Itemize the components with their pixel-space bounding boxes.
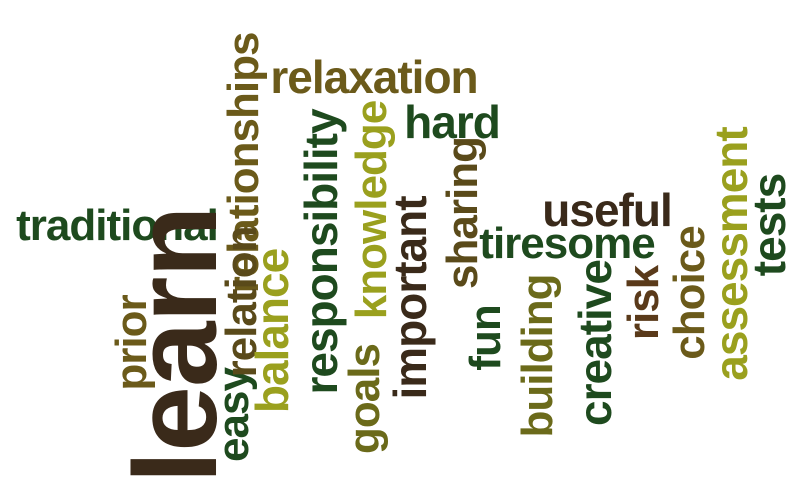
- word-relaxation: relaxation: [270, 51, 478, 103]
- word-prior: prior: [107, 295, 156, 391]
- word-balance: balance: [246, 248, 298, 414]
- word-important: important: [384, 196, 436, 400]
- word-fun: fun: [461, 305, 510, 371]
- word-hard: hard: [404, 96, 501, 148]
- word-responsibility: responsibility: [295, 109, 347, 395]
- word-creative: creative: [569, 260, 621, 426]
- word-tiresome: tiresome: [479, 219, 655, 268]
- word-building: building: [513, 274, 562, 438]
- word-traditional: traditional: [16, 201, 219, 250]
- word-choice: choice: [665, 226, 714, 360]
- word-risk: risk: [619, 265, 668, 341]
- word-tests: tests: [743, 173, 795, 277]
- word-useful: useful: [542, 184, 672, 236]
- word-goals: goals: [340, 344, 389, 454]
